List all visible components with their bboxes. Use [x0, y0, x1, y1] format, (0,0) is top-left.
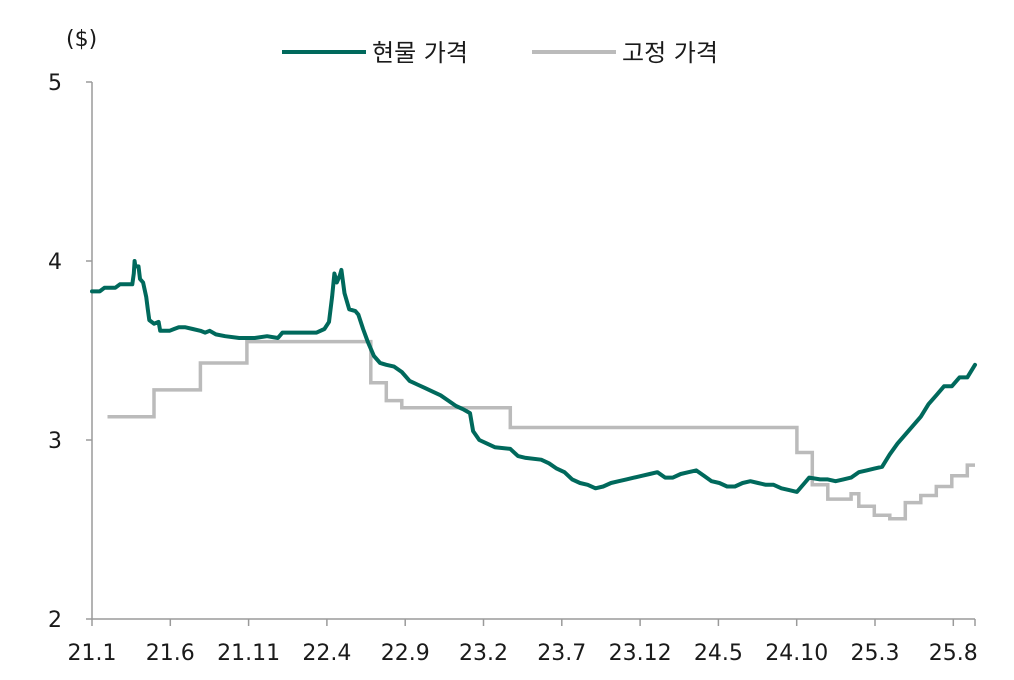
- x-tick-label: 24.5: [694, 641, 743, 666]
- x-tick-label: 21.1: [68, 641, 117, 666]
- x-tick-label: 25.8: [929, 641, 978, 666]
- x-tick-label: 25.3: [851, 641, 900, 666]
- y-tick-label: 4: [48, 250, 62, 275]
- x-tick-label: 24.10: [765, 641, 828, 666]
- y-tick-label: 2: [48, 608, 62, 633]
- legend: 현물 가격 고정 가격: [282, 39, 718, 67]
- series-spot-price-line: [90, 259, 977, 494]
- axes: 2 3 4 5 21.1 21.6 21.11 22.4 22.9 23.2 23.7 23.12 24…: [48, 71, 978, 666]
- x-tick-label: 23.2: [459, 641, 508, 666]
- y-tick-label: 5: [48, 71, 62, 96]
- y-tick-label: 3: [48, 429, 62, 454]
- x-tick-label: 22.9: [381, 641, 430, 666]
- y-unit-label: ($): [66, 27, 97, 52]
- x-tick-label: 21.11: [217, 641, 280, 666]
- x-tick-label: 21.6: [146, 641, 195, 666]
- x-tick-label: 23.12: [609, 641, 672, 666]
- legend-label-fixed: 고정 가격: [622, 39, 718, 67]
- x-tick-label: 22.4: [302, 641, 351, 666]
- series-fixed-price-line: [107, 339, 975, 521]
- legend-label-spot: 현물 가격: [372, 39, 468, 67]
- x-tick-label: 23.7: [537, 641, 586, 666]
- series-layer: [90, 259, 977, 521]
